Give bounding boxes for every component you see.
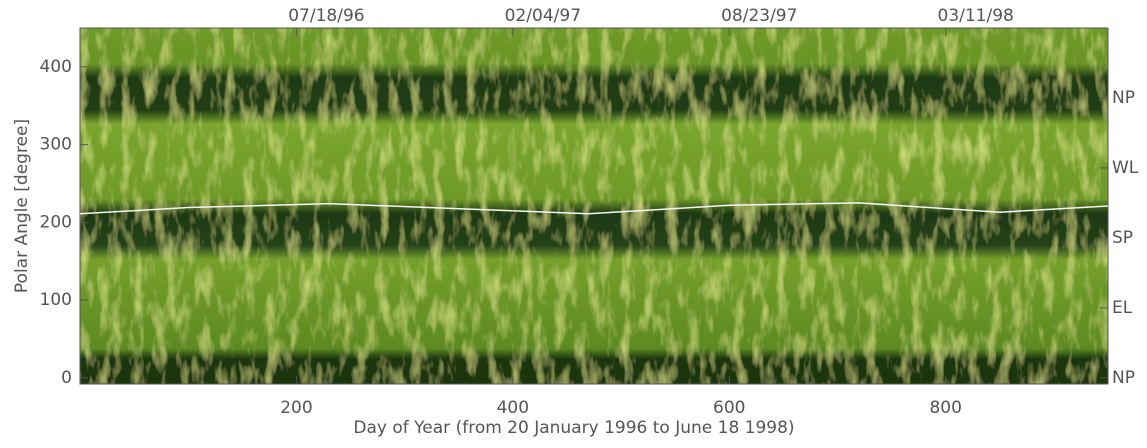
- y2-tick-label: NP: [1112, 368, 1135, 388]
- x-tick-label: 600: [713, 398, 745, 418]
- x2-tick-label: 02/04/97: [505, 6, 581, 26]
- y2-tick-label: SP: [1112, 228, 1133, 248]
- x2-tick-label: 08/23/97: [721, 6, 797, 26]
- limb-line: [79, 202, 1109, 215]
- y-tick-label: 0: [61, 368, 72, 388]
- x-tick-label: 800: [929, 398, 961, 418]
- x2-tick-label: 07/18/96: [288, 6, 364, 26]
- y-tick-label: 100: [40, 290, 72, 310]
- y-tick-label: 200: [40, 212, 72, 232]
- y2-tick-label: NP: [1112, 88, 1135, 108]
- y-axis-label: Polar Angle [degree]: [12, 119, 32, 293]
- x-tick-label: 400: [497, 398, 529, 418]
- x-tick-label: 200: [280, 398, 312, 418]
- y2-tick-label: WL: [1112, 158, 1139, 178]
- x-axis-label: Day of Year (from 20 January 1996 to Jun…: [353, 418, 794, 438]
- x2-tick-label: 03/11/98: [938, 6, 1014, 26]
- y-tick-label: 400: [40, 57, 72, 77]
- y2-tick-label: EL: [1112, 298, 1133, 318]
- y-tick-label: 300: [40, 135, 72, 155]
